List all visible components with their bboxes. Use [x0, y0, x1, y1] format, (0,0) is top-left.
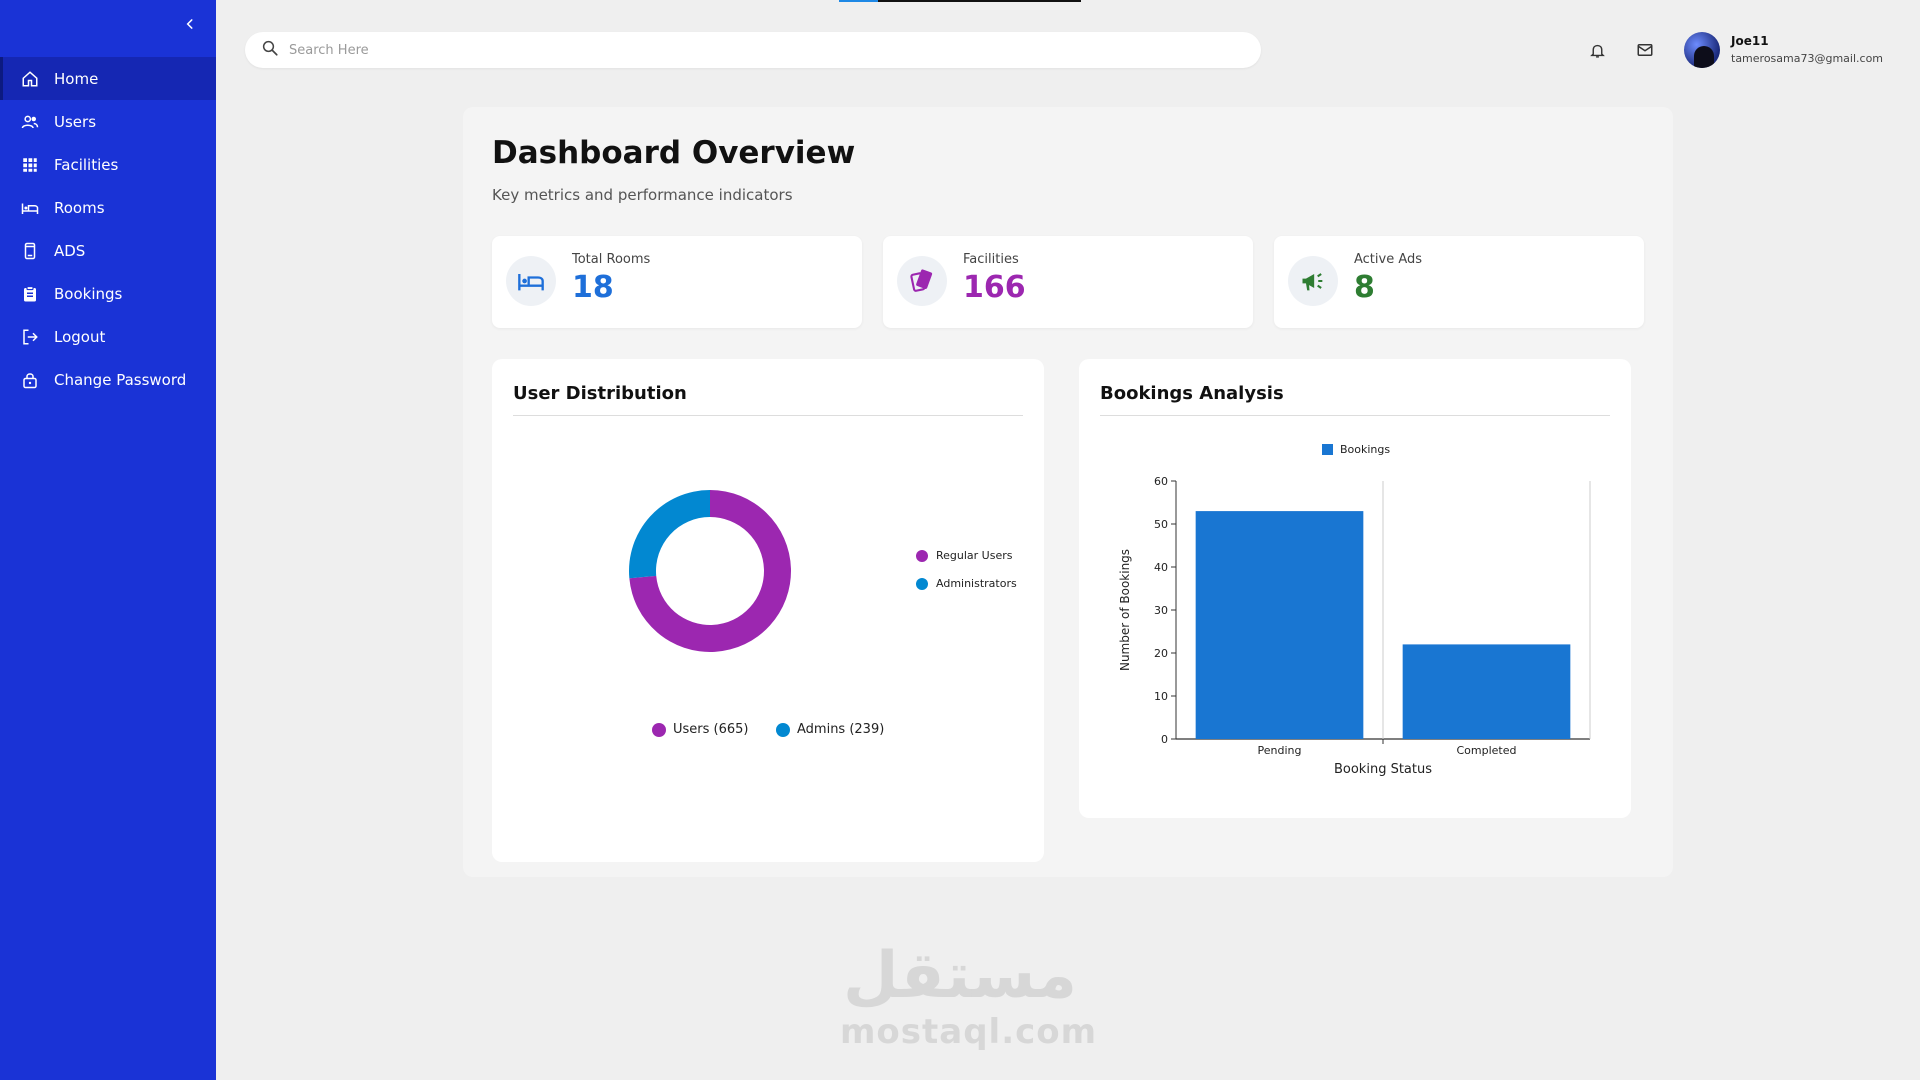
sidebar-item-label: Change Password: [54, 370, 187, 389]
bar-chart: Bookings 0 10 20 30 40 50 60 Pending Completed Boo…: [1118, 443, 1591, 777]
home-icon: [20, 69, 40, 89]
sidebar-item-label: Logout: [54, 327, 106, 346]
divider: [1100, 415, 1610, 416]
page-title: Dashboard Overview: [492, 135, 856, 171]
cards-icon: [897, 256, 947, 306]
chevron-left-icon[interactable]: [180, 14, 200, 34]
clipboard-icon: [20, 284, 40, 304]
sidebar-item-label: Facilities: [54, 155, 119, 174]
sidebar-item-label: Users: [54, 112, 97, 131]
sidebar-item-home[interactable]: Home: [0, 57, 216, 100]
avatar[interactable]: [1684, 32, 1720, 68]
stat-card-facilities: Facilities 166: [883, 236, 1253, 328]
legend-swatch: [916, 577, 928, 590]
y-tick-label: 0: [1161, 733, 1168, 746]
stat-value: 18: [572, 270, 614, 305]
search-bar[interactable]: [245, 32, 1261, 68]
legend-swatch-bookings: [1322, 444, 1333, 455]
page-subtitle: Key metrics and performance indicators: [492, 186, 793, 204]
sidebar-item-label: Bookings: [54, 284, 123, 303]
sidebar-item-facilities[interactable]: Facilities: [0, 143, 216, 186]
y-tick-label: 20: [1154, 647, 1168, 660]
y-tick-label: 60: [1154, 475, 1168, 488]
bed-icon: [506, 256, 556, 306]
donut-slice-administrators: [629, 490, 710, 579]
stat-value: 166: [963, 270, 1026, 305]
stat-value: 8: [1354, 270, 1375, 305]
y-axis-title: Number of Bookings: [1118, 549, 1132, 671]
top-loading-bar: [839, 0, 1081, 2]
stat-label: Active Ads: [1354, 252, 1423, 267]
legend-admins-count: Admins (239): [776, 722, 884, 737]
megaphone-icon: [1288, 256, 1338, 306]
y-tick-label: 50: [1154, 518, 1168, 531]
sidebar-item-label: ADS: [54, 241, 86, 260]
sidebar-nav: Home Users Facilities Rooms ADS Bookings…: [0, 57, 216, 401]
stat-label: Facilities: [963, 252, 1019, 267]
sidebar-item-users[interactable]: Users: [0, 100, 216, 143]
sidebar: Home Users Facilities Rooms ADS Bookings…: [0, 0, 216, 1080]
sidebar-item-rooms[interactable]: Rooms: [0, 186, 216, 229]
legend-swatch: [916, 549, 928, 562]
sidebar-item-label: Home: [54, 69, 99, 88]
user-email: tamerosama73@gmail.com: [1731, 52, 1884, 65]
bed-icon: [20, 198, 40, 218]
grid-icon: [20, 155, 40, 175]
legend-label: Administrators: [936, 577, 1017, 590]
y-tick-label: 10: [1154, 690, 1168, 703]
y-tick-label: 30: [1154, 604, 1168, 617]
watermark-arabic: مستقل: [842, 939, 1078, 1013]
legend-users-count: Users (665): [652, 722, 749, 737]
legend-label: Users (665): [673, 722, 749, 737]
legend-label: Regular Users: [936, 549, 1013, 562]
bell-icon[interactable]: [1587, 40, 1607, 60]
stat-label: Total Rooms: [572, 252, 651, 267]
sidebar-item-change-password[interactable]: Change Password: [0, 358, 216, 401]
legend-label: Admins (239): [797, 722, 885, 737]
bar-completed: [1402, 644, 1571, 739]
logout-icon: [20, 327, 40, 347]
legend-label-bookings: Bookings: [1340, 443, 1390, 456]
stat-card-active-ads: Active Ads 8: [1274, 236, 1644, 328]
users-icon: [20, 112, 40, 132]
sidebar-item-label: Rooms: [54, 198, 105, 217]
card-title: User Distribution: [513, 383, 687, 404]
y-tick-label: 40: [1154, 561, 1168, 574]
card-title: Bookings Analysis: [1100, 383, 1284, 404]
legend-swatch: [776, 722, 790, 737]
search-input[interactable]: [289, 42, 1189, 58]
bookings-analysis-card: Bookings Analysis Bookings 0 10 20 30 40 50 60 P…: [1079, 359, 1631, 818]
donut-chart: [629, 490, 791, 652]
watermark-latin: mostaql.com: [840, 1012, 1098, 1052]
x-tick-label: Pending: [1258, 744, 1302, 757]
phone-icon: [20, 241, 40, 261]
user-distribution-card: User Distribution Regular Users Administ…: [492, 359, 1044, 862]
x-axis-title: Booking Status: [1334, 762, 1432, 777]
legend-swatch: [652, 722, 666, 737]
search-icon: [261, 39, 289, 61]
lock-icon: [20, 370, 40, 390]
user-name: Joe11: [1731, 34, 1769, 48]
legend-item-administrators[interactable]: Administrators: [916, 577, 1017, 590]
x-tick-label: Completed: [1457, 744, 1517, 757]
sidebar-item-ads[interactable]: ADS: [0, 229, 216, 272]
watermark: مستقل mostaql.com: [840, 939, 1098, 1052]
sidebar-item-logout[interactable]: Logout: [0, 315, 216, 358]
mail-icon[interactable]: [1635, 40, 1655, 60]
stat-card-total-rooms: Total Rooms 18: [492, 236, 862, 328]
sidebar-item-bookings[interactable]: Bookings: [0, 272, 216, 315]
donut-slice-regular-users: [629, 490, 791, 652]
top-loading-bar-fill: [839, 0, 878, 2]
legend-item-regular-users[interactable]: Regular Users: [916, 549, 1013, 562]
divider: [513, 415, 1023, 416]
bar-pending: [1195, 511, 1364, 739]
